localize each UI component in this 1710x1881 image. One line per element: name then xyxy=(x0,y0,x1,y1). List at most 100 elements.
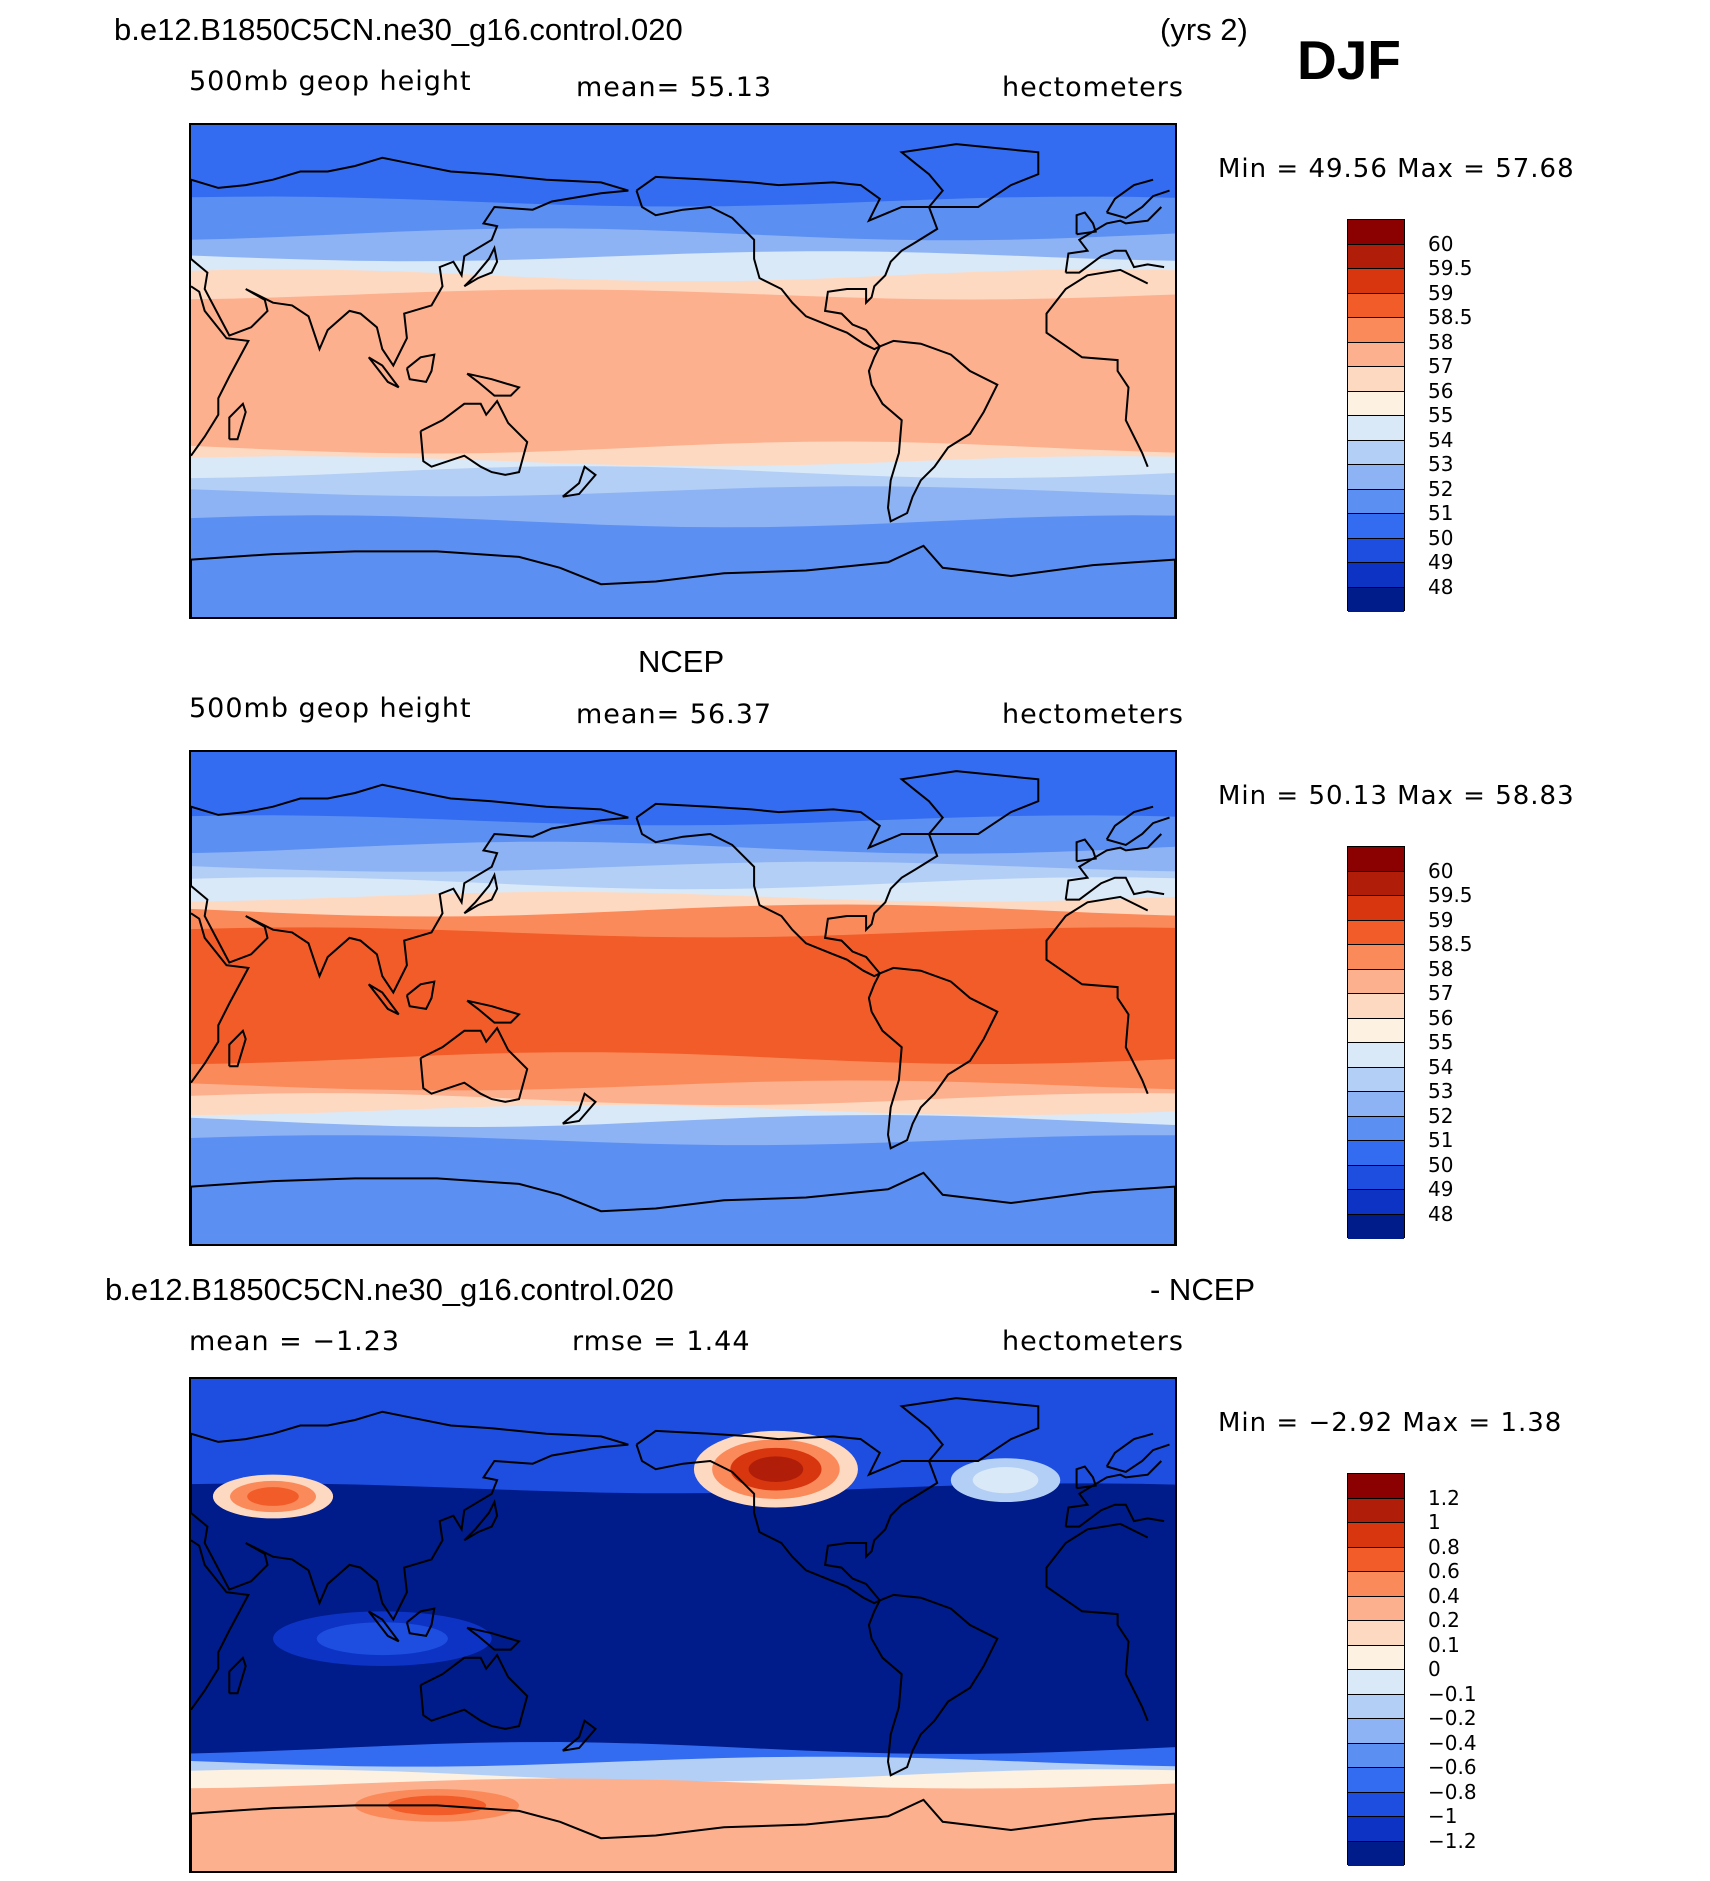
panel3-minmax: Min = −2.92 Max = 1.38 xyxy=(1218,1408,1563,1438)
coastline-australia xyxy=(419,1026,529,1103)
colorbar-swatch xyxy=(1348,244,1404,269)
panel3-colorbar xyxy=(1347,1473,1405,1866)
colorbar-swatch xyxy=(1348,1498,1404,1523)
colorbar-label: 51 xyxy=(1428,501,1454,525)
colorbar-label: 55 xyxy=(1428,403,1454,427)
colorbar-label: 0 xyxy=(1428,1657,1441,1681)
colorbar-swatch xyxy=(1348,538,1404,563)
colorbar-swatch xyxy=(1348,440,1404,465)
colorbar-swatch xyxy=(1348,1572,1404,1597)
coastline-australia xyxy=(419,1653,529,1730)
colorbar-swatch xyxy=(1348,945,1404,970)
colorbar-swatch xyxy=(1348,416,1404,441)
colorbar-swatch xyxy=(1348,1116,1404,1141)
coastline-uk xyxy=(1075,1465,1098,1490)
case-title: b.e12.B1850C5CN.ne30_g16.control.020 xyxy=(114,12,683,47)
panel2-units: hectometers xyxy=(1002,699,1184,730)
coastline-namerica xyxy=(635,175,939,351)
colorbar-swatch xyxy=(1348,1817,1404,1842)
colorbar-label: 56 xyxy=(1428,1005,1454,1030)
colorbar-swatch xyxy=(1348,1694,1404,1719)
panel1-units: hectometers xyxy=(1002,72,1184,103)
colorbar-label: 1.2 xyxy=(1428,1485,1460,1510)
panel3-map xyxy=(189,1377,1177,1873)
colorbar-label: 51 xyxy=(1428,1128,1454,1152)
colorbar-swatch xyxy=(1348,318,1404,343)
colorbar-label: 0.4 xyxy=(1428,1583,1460,1608)
colorbar-swatch xyxy=(1348,1067,1404,1092)
colorbar-label: 59.5 xyxy=(1428,883,1473,907)
coastline-scandinavia xyxy=(1105,178,1170,219)
panel2-minmax: Min = 50.13 Max = 58.83 xyxy=(1218,781,1575,811)
coastline-borneo xyxy=(405,980,436,1011)
coastline-samerica xyxy=(867,1593,999,1777)
colorbar-label: 55 xyxy=(1428,1030,1454,1054)
panel1-mean: mean= 55.13 xyxy=(576,72,773,103)
colorbar-label: 0.2 xyxy=(1428,1608,1460,1632)
colorbar-swatch xyxy=(1348,293,1404,318)
colorbar-swatch xyxy=(1348,342,1404,367)
coastline-australia xyxy=(419,399,529,476)
contour-band xyxy=(191,1778,1175,1871)
colorbar-label: 57 xyxy=(1428,354,1454,378)
coastline-namerica xyxy=(635,802,939,978)
colorbar-label: 56 xyxy=(1428,378,1454,403)
colorbar-label: 54 xyxy=(1428,427,1454,452)
anomaly-contour xyxy=(748,1456,804,1482)
coastline-japan xyxy=(463,1498,499,1542)
colorbar-swatch xyxy=(1348,1043,1404,1068)
colorbar-label: 57 xyxy=(1428,981,1454,1005)
colorbar-swatch xyxy=(1348,1141,1404,1166)
coastline-nz xyxy=(562,1092,597,1125)
coastline-uk xyxy=(1075,211,1098,236)
coastline-europe xyxy=(191,1460,1165,1528)
colorbar-swatch xyxy=(1348,1474,1404,1499)
colorbar-label: 49 xyxy=(1428,1177,1454,1201)
colorbar-swatch xyxy=(1348,1621,1404,1646)
colorbar-label: −0.4 xyxy=(1428,1730,1477,1755)
coastline-japan xyxy=(463,244,499,288)
colorbar-label: −0.1 xyxy=(1428,1681,1477,1706)
colorbar-swatch xyxy=(1348,1165,1404,1190)
coastline-borneo xyxy=(405,353,436,384)
colorbar-label: −0.6 xyxy=(1428,1755,1477,1779)
coastline-madagascar xyxy=(228,401,247,441)
coastline-africa xyxy=(191,268,1149,468)
panel2-map xyxy=(189,750,1177,1246)
colorbar-swatch xyxy=(1348,1547,1404,1572)
panel1-left-label: 500mb geop height xyxy=(189,66,472,97)
colorbar-label: 58 xyxy=(1428,329,1454,354)
coastline-eurasia xyxy=(191,156,629,368)
colorbar-swatch xyxy=(1348,1719,1404,1744)
colorbar-label: 1 xyxy=(1428,1510,1441,1534)
colorbar-swatch xyxy=(1348,1743,1404,1768)
colorbar-label: 60 xyxy=(1428,858,1454,883)
colorbar-label: 59 xyxy=(1428,907,1454,932)
colorbar-swatch xyxy=(1348,465,1404,490)
panel1-map xyxy=(189,123,1177,619)
colorbar-swatch xyxy=(1348,1018,1404,1043)
panel3-title-right: - NCEP xyxy=(1150,1272,1256,1307)
colorbar-label: 50 xyxy=(1428,525,1454,550)
colorbar-label: 53 xyxy=(1428,1079,1454,1103)
colorbar-label: 59 xyxy=(1428,280,1454,305)
coastline-greenland xyxy=(899,143,1040,208)
colorbar-swatch xyxy=(1348,391,1404,416)
coastline-sumatra xyxy=(367,983,400,1016)
colorbar-label: 54 xyxy=(1428,1054,1454,1079)
colorbar-label: 48 xyxy=(1428,574,1454,599)
colorbar-swatch xyxy=(1348,871,1404,896)
coastline-uk xyxy=(1075,838,1098,863)
coastline-antarctica xyxy=(191,544,1175,617)
panel3-title-left: b.e12.B1850C5CN.ne30_g16.control.020 xyxy=(105,1272,674,1307)
coastline-africa xyxy=(191,1522,1149,1722)
coastline-sumatra xyxy=(367,356,400,389)
anomaly-contour xyxy=(316,1622,448,1656)
coastline-nz xyxy=(562,465,597,498)
colorbar-label: −0.8 xyxy=(1428,1779,1477,1804)
colorbar-swatch xyxy=(1348,367,1404,392)
anomaly-contour xyxy=(972,1467,1039,1494)
coastline-newguinea xyxy=(466,372,521,397)
coastline-madagascar xyxy=(228,1655,247,1695)
colorbar-swatch xyxy=(1348,563,1404,588)
